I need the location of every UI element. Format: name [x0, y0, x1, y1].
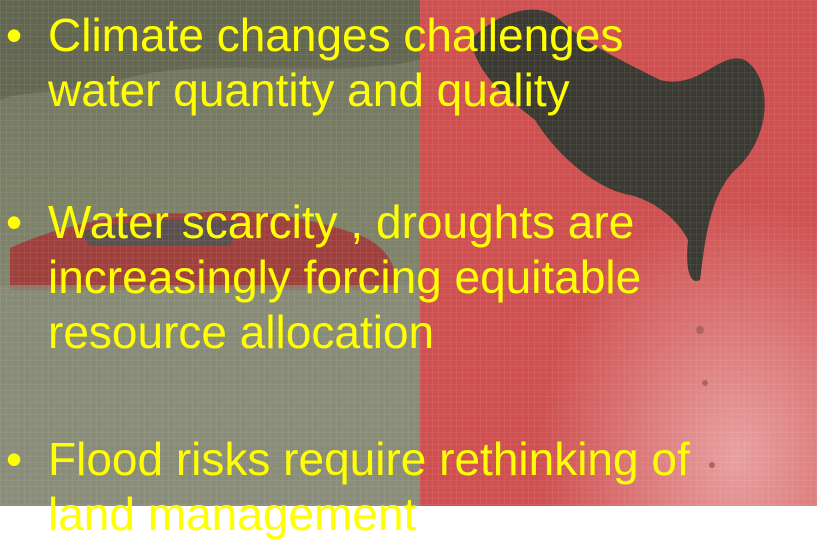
bullet-text: increasingly forcing equitable [48, 251, 641, 303]
bullet-line: water quantity and quality [0, 63, 817, 118]
bullet-line: • Climate changes challenges [0, 8, 817, 63]
bullet-line: • Water scarcity , droughts are [0, 195, 817, 250]
bullet-text: Flood risks require rethinking of [48, 433, 690, 485]
bullet-dot: • [6, 432, 22, 487]
bullet-dot: • [6, 8, 22, 63]
bullet-text: Climate changes challenges [48, 9, 623, 61]
bullet-line: land management [0, 487, 817, 542]
bullet-text: land management [48, 488, 416, 540]
bullet-dot: • [6, 195, 22, 250]
bullet-text: Water scarcity , droughts are [48, 196, 634, 248]
bullet-line: increasingly forcing equitable [0, 250, 817, 305]
bullet-line: resource allocation [0, 305, 817, 360]
bullet-text: resource allocation [48, 306, 434, 358]
slide: {"bullets": [ {"lines": ["Climate change… [0, 0, 817, 506]
bullet-line: • Flood risks require rethinking of [0, 432, 817, 487]
bullet-text: water quantity and quality [48, 64, 570, 116]
